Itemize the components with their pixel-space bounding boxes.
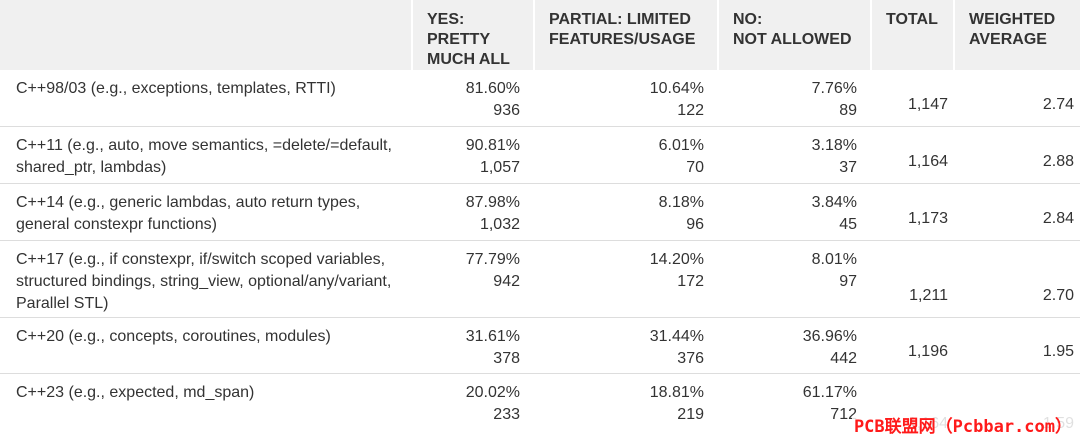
partial-percent: 8.18% (658, 193, 704, 211)
table-row: C++11 (e.g., auto, move semantics, =dele… (0, 126, 1080, 184)
partial-cell: 18.81% 219 (534, 373, 718, 445)
total-cell: 1,164 (871, 126, 954, 184)
row-question: C++14 (e.g., generic lambdas, auto retur… (0, 183, 412, 241)
no-count: 442 (830, 349, 857, 367)
yes-percent: 77.79% (465, 250, 520, 268)
total-cell: 1,147 (871, 70, 954, 127)
partial-count: 376 (677, 349, 704, 367)
yes-cell: 81.60% 936 (412, 70, 534, 127)
no-percent: 3.84% (811, 193, 857, 211)
row-question: C++20 (e.g., concepts, coroutines, modul… (0, 317, 412, 374)
partial-cell: 6.01% 70 (534, 126, 718, 184)
table-row: C++14 (e.g., generic lambdas, auto retur… (0, 183, 1080, 241)
yes-percent: 20.02% (465, 383, 520, 401)
header-no: NO: NOT ALLOWED (718, 0, 872, 70)
partial-percent: 31.44% (649, 327, 704, 345)
partial-count: 122 (677, 102, 704, 119)
partial-count: 70 (686, 158, 704, 176)
no-cell: 3.84% 45 (718, 183, 871, 241)
no-percent: 36.96% (802, 327, 857, 345)
no-percent: 61.17% (802, 383, 857, 401)
weighted-average-cell: 2.84 (954, 183, 1080, 241)
header-question-column (0, 0, 413, 70)
yes-percent: 90.81% (465, 136, 520, 154)
no-cell: 61.17% 712 (718, 373, 871, 445)
table-body: C++98/03 (e.g., exceptions, templates, R… (0, 70, 1080, 445)
yes-count: 1,057 (479, 158, 520, 176)
header-row: YES: PRETTY MUCH ALL PARTIAL: LIMITED FE… (0, 0, 1080, 70)
header-weighted-average: WEIGHTED AVERAGE (954, 0, 1080, 70)
partial-percent: 10.64% (649, 80, 704, 97)
yes-count: 1,032 (479, 215, 520, 233)
yes-cell: 20.02% 233 (412, 373, 534, 445)
row-question: C++98/03 (e.g., exceptions, templates, R… (0, 70, 412, 127)
yes-percent: 31.61% (465, 327, 520, 345)
table-row: C++98/03 (e.g., exceptions, templates, R… (0, 70, 1080, 127)
partial-cell: 8.18% 96 (534, 183, 718, 241)
no-percent: 3.18% (811, 136, 857, 154)
partial-count: 96 (686, 215, 704, 233)
no-cell: 8.01% 97 (718, 240, 871, 318)
partial-percent: 6.01% (658, 136, 704, 154)
yes-count: 936 (493, 102, 520, 119)
yes-cell: 77.79% 942 (412, 240, 534, 318)
yes-cell: 87.98% 1,032 (412, 183, 534, 241)
yes-percent: 81.60% (465, 80, 520, 97)
header-partial: PARTIAL: LIMITED FEATURES/USAGE (534, 0, 719, 70)
no-cell: 3.18% 37 (718, 126, 871, 184)
partial-count: 219 (677, 405, 704, 423)
weighted-average-cell: 2.74 (954, 70, 1080, 127)
partial-count: 172 (677, 272, 704, 290)
row-question: C++11 (e.g., auto, move semantics, =dele… (0, 126, 412, 184)
no-count: 37 (839, 158, 857, 176)
partial-cell: 31.44% 376 (534, 317, 718, 374)
partial-cell: 10.64% 122 (534, 70, 718, 127)
no-count: 712 (830, 405, 857, 423)
partial-percent: 14.20% (649, 250, 704, 268)
total-cell: 1,211 (871, 240, 954, 318)
no-cell: 36.96% 442 (718, 317, 871, 374)
yes-percent: 87.98% (465, 193, 520, 211)
yes-count: 378 (493, 349, 520, 367)
partial-cell: 14.20% 172 (534, 240, 718, 318)
no-count: 89 (839, 102, 857, 119)
row-question: C++23 (e.g., expected, md_span) (16, 383, 255, 401)
weighted-average-cell: 2.88 (954, 126, 1080, 184)
no-percent: 7.76% (811, 80, 857, 97)
yes-count: 942 (493, 272, 520, 290)
no-cell: 7.76% 89 (718, 70, 871, 127)
total-cell: 1,196 (871, 317, 954, 374)
yes-cell: 31.61% 378 (412, 317, 534, 374)
table-header: YES: PRETTY MUCH ALL PARTIAL: LIMITED FE… (0, 0, 1080, 70)
site-watermark: PCB联盟网（Pcbbar.com） (851, 417, 1074, 437)
no-count: 45 (839, 215, 857, 233)
no-percent: 8.01% (811, 250, 857, 268)
row-question: C++17 (e.g., if constexpr, if/switch sco… (0, 240, 412, 318)
yes-count: 233 (493, 405, 520, 423)
header-total: TOTAL (871, 0, 955, 70)
table-row: C++17 (e.g., if constexpr, if/switch sco… (0, 240, 1080, 318)
table-row: C++20 (e.g., concepts, coroutines, modul… (0, 317, 1080, 374)
partial-percent: 18.81% (649, 383, 704, 401)
total-cell: 1,173 (871, 183, 954, 241)
yes-cell: 90.81% 1,057 (412, 126, 534, 184)
no-count: 97 (839, 272, 857, 290)
weighted-average-cell: 2.70 (954, 240, 1080, 318)
header-yes: YES: PRETTY MUCH ALL (412, 0, 535, 70)
weighted-average-cell: 1.95 (954, 317, 1080, 374)
